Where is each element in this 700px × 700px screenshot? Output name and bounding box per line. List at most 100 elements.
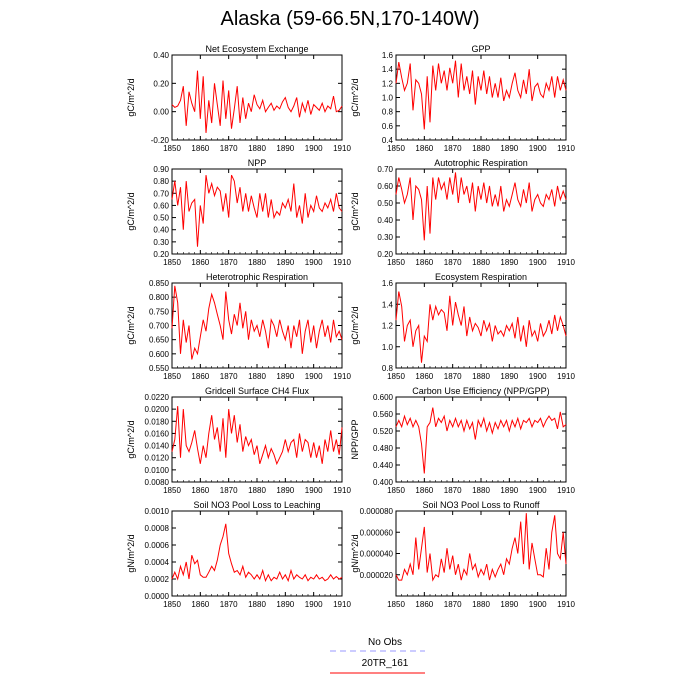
x-tick-label: 1890: [500, 600, 518, 609]
y-axis-label: gC/m^2/d: [350, 306, 360, 344]
y-tick-label: 0.550: [149, 364, 170, 373]
x-tick-label: 1870: [444, 486, 462, 495]
panel-title: Gridcell Surface CH4 Flux: [205, 386, 310, 396]
chart-panel-10: Soil NO3 Pool Loss to Runoff gN/m^2/d 1850…: [350, 500, 575, 609]
y-tick-label: 0.0080: [145, 478, 170, 487]
x-tick-label: 1880: [472, 600, 490, 609]
y-tick-label: 0.0100: [145, 466, 170, 475]
y-tick-label: 0.70: [377, 165, 393, 174]
legend-model-label: 20TR_161: [361, 658, 409, 669]
x-tick-label: 1850: [387, 600, 405, 609]
y-tick-label: 0.0010: [145, 507, 170, 516]
y-tick-label: 0.60: [377, 182, 393, 191]
panel-title: Ecosystem Respiration: [435, 272, 527, 282]
y-tick-label: 0.40: [153, 226, 169, 235]
panel-title: Net Ecosystem Exchange: [205, 44, 308, 54]
y-tick-label: 0.600: [373, 393, 394, 402]
x-tick-label: 1880: [248, 486, 266, 495]
y-tick-label: 1.6: [382, 51, 394, 60]
y-tick-label: 0.520: [373, 427, 394, 436]
x-tick-label: 1850: [163, 372, 181, 381]
y-tick-label: 0.0160: [145, 429, 170, 438]
y-tick-label: 0.0120: [145, 454, 170, 463]
y-tick-label: 0.90: [153, 165, 169, 174]
y-tick-label: 1.2: [382, 79, 394, 88]
panel-title: Carbon Use Efficiency (NPP/GPP): [412, 386, 549, 396]
x-tick-label: 1850: [387, 258, 405, 267]
y-tick-label: 0.400: [373, 478, 394, 487]
y-tick-label: 0.0000: [145, 592, 170, 601]
y-tick-label: 0.20: [377, 250, 393, 259]
x-tick-label: 1910: [333, 600, 351, 609]
x-tick-label: 1900: [305, 372, 323, 381]
y-tick-label: 1.6: [382, 279, 394, 288]
x-tick-label: 1910: [557, 372, 575, 381]
x-tick-label: 1890: [500, 486, 518, 495]
x-tick-label: 1880: [472, 144, 490, 153]
x-tick-label: 1860: [191, 258, 209, 267]
x-tick-label: 1900: [529, 258, 547, 267]
y-tick-label: 0.0200: [145, 405, 170, 414]
x-tick-label: 1880: [248, 258, 266, 267]
x-tick-label: 1910: [557, 486, 575, 495]
series-line: [395, 172, 567, 241]
x-tick-label: 1880: [472, 372, 490, 381]
panel-title: NPP: [248, 158, 267, 168]
chart-panel-6: Ecosystem Respiration gC/m^2/d 1850 1860 187…: [350, 272, 575, 381]
plot-frame: [395, 396, 567, 483]
x-tick-label: 1850: [387, 486, 405, 495]
x-tick-label: 1890: [500, 144, 518, 153]
x-tick-label: 1850: [163, 486, 181, 495]
y-tick-label: 0.800: [149, 293, 170, 302]
x-tick-label: 1860: [415, 372, 433, 381]
series-line: [171, 406, 343, 466]
y-tick-label: 0.0004: [145, 558, 170, 567]
panel-title: Soil NO3 Pool Loss to Leaching: [193, 500, 320, 510]
x-tick-label: 1900: [305, 486, 323, 495]
plot-frame: [395, 510, 567, 597]
series-line: [395, 513, 567, 582]
panel-title: Heterotrophic Respiration: [206, 272, 308, 282]
y-tick-label: 0.0140: [145, 442, 170, 451]
y-tick-label: 0.0006: [145, 541, 170, 550]
x-tick-label: 1890: [276, 258, 294, 267]
y-tick-label: 0.60: [153, 201, 169, 210]
y-tick-label: 0.8: [382, 108, 394, 117]
y-tick-label: 0.80: [153, 177, 169, 186]
x-tick-label: 1850: [387, 144, 405, 153]
y-tick-label: 0.700: [149, 322, 170, 331]
x-tick-label: 1910: [557, 144, 575, 153]
x-tick-label: 1870: [444, 372, 462, 381]
x-tick-label: 1880: [472, 258, 490, 267]
y-tick-label: 0.20: [153, 250, 169, 259]
chart-panel-1: Net Ecosystem Exchange gC/m^2/d 1850 1860 18…: [126, 44, 351, 153]
plot-frame: [171, 54, 343, 141]
x-tick-label: 1890: [276, 372, 294, 381]
y-tick-label: 1.0: [382, 94, 394, 103]
y-tick-label: 0.000080: [360, 507, 394, 516]
y-tick-label: 0.600: [149, 350, 170, 359]
chart-panel-8: Carbon Use Efficiency (NPP/GPP) NPP/GPP 18…: [350, 386, 575, 495]
x-tick-label: 1890: [276, 486, 294, 495]
panel-title: Soil NO3 Pool Loss to Runoff: [423, 500, 540, 510]
y-tick-label: 1.0: [382, 343, 394, 352]
chart-panel-5: Heterotrophic Respiration gC/m^2/d 1850 186…: [126, 272, 351, 381]
y-tick-label: 0.8: [382, 364, 394, 373]
plot-frame: [171, 396, 343, 483]
x-tick-label: 1880: [248, 144, 266, 153]
y-tick-label: 0.000060: [360, 528, 394, 537]
y-axis-label: gN/m^2/d: [350, 534, 360, 572]
x-tick-label: 1900: [529, 486, 547, 495]
chart-panel-4: Autotrophic Respiration gC/m^2/d 1850 1860 1…: [350, 158, 575, 267]
x-tick-label: 1900: [305, 144, 323, 153]
x-tick-label: 1900: [529, 600, 547, 609]
y-tick-label: 0.480: [373, 444, 394, 453]
y-tick-label: 0.50: [377, 199, 393, 208]
y-tick-label: -0.20: [151, 136, 170, 145]
y-tick-label: 0.000040: [360, 550, 394, 559]
page-title: Alaska (59-66.5N,170-140W): [220, 8, 480, 30]
y-axis-label: gC/m^2/d: [126, 192, 136, 230]
x-tick-label: 1880: [248, 372, 266, 381]
x-tick-label: 1910: [557, 258, 575, 267]
series-line: [171, 70, 343, 133]
